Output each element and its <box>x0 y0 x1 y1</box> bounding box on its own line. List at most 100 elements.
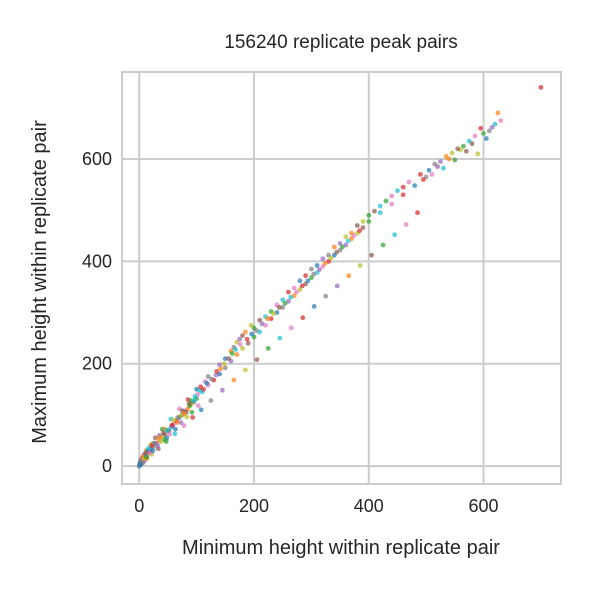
scatter-point <box>229 351 235 356</box>
scatter-point <box>334 283 340 289</box>
scatter-point <box>299 283 305 289</box>
scatter-point <box>265 346 271 351</box>
scatter-point <box>178 420 184 425</box>
grid-lines <box>122 72 561 484</box>
scatter-point <box>237 336 243 342</box>
scatter-point <box>291 285 297 291</box>
x-tick-labels: 0 200 400 600 <box>134 496 498 516</box>
scatter-point <box>217 362 223 368</box>
scatter-point <box>160 430 166 436</box>
scatter-point <box>218 366 224 372</box>
scatter-point <box>222 356 228 361</box>
scatter-point <box>190 415 196 420</box>
scatter-point <box>498 118 504 123</box>
scatter-point <box>345 238 351 244</box>
scatter-point <box>429 172 435 177</box>
scatter-point <box>243 329 248 335</box>
scatter-point <box>175 415 181 420</box>
scatter-point <box>303 273 308 279</box>
scatter-point <box>466 138 472 144</box>
scatter-point <box>184 414 190 420</box>
scatter-point <box>400 192 406 198</box>
scatter-point <box>305 278 311 284</box>
scatter-point <box>366 219 372 224</box>
y-tick-label: 0 <box>102 456 112 476</box>
scatter-point <box>222 365 228 371</box>
x-tick-label: 200 <box>239 496 269 516</box>
x-tick-label: 600 <box>469 496 499 516</box>
scatter-point <box>162 437 167 442</box>
scatter-point <box>300 315 306 321</box>
y-tick-label: 200 <box>82 354 112 374</box>
scatter-point <box>144 454 150 460</box>
x-tick-label: 400 <box>354 496 384 516</box>
scatter-point <box>172 431 178 437</box>
scatter-point <box>297 278 303 284</box>
scatter-point <box>152 435 158 441</box>
y-tick-labels: 0 200 400 600 <box>82 149 112 476</box>
scatter-point <box>403 222 409 227</box>
scatter-point <box>189 409 195 415</box>
scatter-point <box>157 435 163 440</box>
scatter-point <box>360 219 366 224</box>
scatter-point <box>280 297 286 303</box>
x-axis-label: Minimum height within replicate pair <box>182 537 500 559</box>
scatter-point <box>214 369 220 374</box>
scatter-point <box>377 210 383 216</box>
scatter-point <box>259 321 265 327</box>
scatter-point <box>205 374 211 379</box>
scatter-point <box>244 336 250 342</box>
scatter-point <box>173 426 178 432</box>
scatter-point <box>240 333 245 338</box>
scatter-point <box>221 361 227 367</box>
scatter-point <box>486 128 492 134</box>
scatter-point <box>314 263 320 268</box>
scatter-point <box>234 352 240 357</box>
scatter-point <box>220 387 225 393</box>
scatter-point <box>343 234 349 240</box>
scatter-point <box>443 154 449 159</box>
scatter-point <box>245 340 251 346</box>
scatter-point <box>317 267 322 272</box>
scatter-point <box>294 289 299 295</box>
scatter-point <box>254 357 260 362</box>
scatter-point <box>167 432 173 437</box>
scatter-point <box>449 150 455 156</box>
scatter-point <box>360 225 366 231</box>
scatter-point <box>143 450 148 456</box>
scatter-point <box>191 398 197 403</box>
scatter-point <box>346 273 352 279</box>
scatter-point <box>297 287 303 292</box>
scatter-point <box>492 121 498 127</box>
scatter-point <box>171 417 177 423</box>
scatter-point <box>240 346 245 351</box>
scatter-point <box>337 241 343 246</box>
scatter-points <box>136 85 544 469</box>
y-axis-label: Maximum height within replicate pair <box>29 120 51 444</box>
scatter-point <box>181 411 187 416</box>
scatter-point <box>243 367 248 373</box>
scatter-point <box>389 193 395 199</box>
scatter-point <box>357 263 363 268</box>
scatter-point <box>478 125 484 131</box>
scatter-point <box>248 322 254 328</box>
scatter-point <box>288 294 294 300</box>
chart-title: 156240 replicate peak pairs <box>224 32 457 53</box>
scatter-point <box>334 249 339 255</box>
scatter-point <box>331 244 337 250</box>
scatter-point <box>257 317 263 323</box>
scatter-point <box>472 133 478 139</box>
scatter-point <box>209 376 214 382</box>
scatter-point <box>377 203 383 209</box>
scatter-point <box>328 255 334 261</box>
y-tick-label: 600 <box>82 149 112 169</box>
scatter-point <box>276 305 282 310</box>
scatter-point <box>484 136 489 141</box>
scatter-point <box>186 401 192 406</box>
scatter-point <box>198 384 204 390</box>
scatter-point <box>213 372 219 378</box>
scatter-point <box>418 172 423 177</box>
scatter-point <box>265 316 271 322</box>
scatter-point <box>174 420 180 425</box>
scatter-point <box>438 159 443 165</box>
